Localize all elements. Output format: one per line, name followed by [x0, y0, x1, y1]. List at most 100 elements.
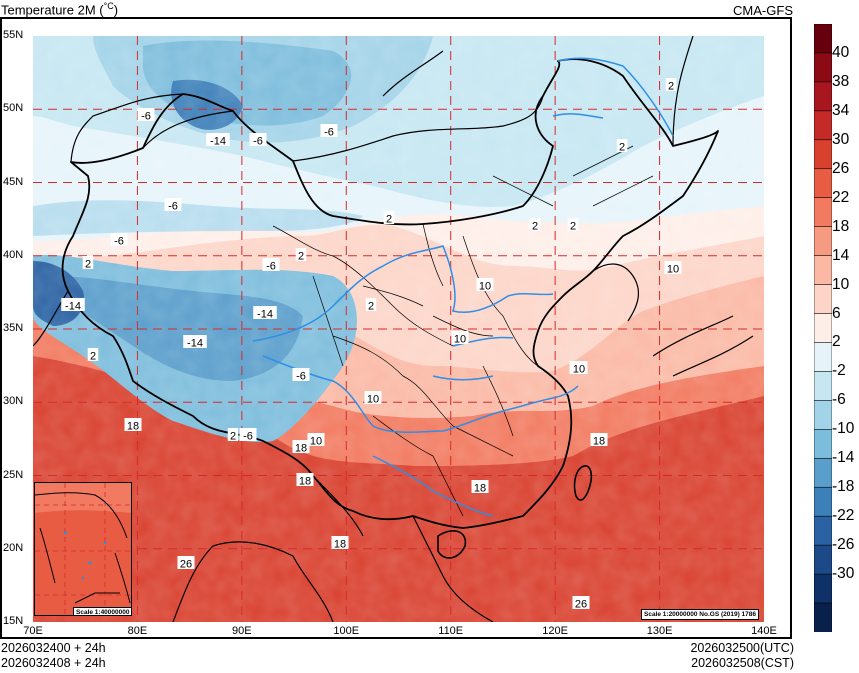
contour-label: 10 — [570, 361, 588, 376]
contour-label-text: -14 — [187, 338, 203, 350]
contour-label-bg — [529, 218, 541, 231]
contour-label-bg — [82, 256, 94, 269]
lat-label: 50N — [3, 102, 24, 115]
colorbar-swatch — [814, 573, 832, 604]
contour-label: 2 — [295, 248, 307, 263]
contour-label: -6 — [249, 133, 267, 148]
colorbar-tick-label: 14 — [832, 246, 850, 264]
contour-label-text: 26 — [575, 599, 587, 611]
yangtze-river — [262, 355, 579, 433]
contour-label-bg — [61, 298, 85, 311]
colorbar-swatch — [814, 486, 832, 517]
contour-label-bg — [177, 556, 195, 569]
russia-border — [70, 36, 694, 163]
colorbar-swatch — [814, 544, 832, 575]
contour-label: 10 — [307, 433, 325, 448]
contour-label: 2 — [616, 139, 628, 154]
rivers — [252, 57, 674, 517]
inset-map — [35, 483, 131, 615]
contour-label-text: 2 — [570, 221, 576, 233]
borders — [33, 36, 754, 622]
contour-label-text: 10 — [573, 364, 585, 376]
lon-label: 110E — [438, 625, 464, 637]
mongolia-border — [142, 95, 544, 162]
chart-title: Temperature 2M (°C) — [1, 1, 119, 18]
colorbar-swatch — [814, 515, 832, 546]
colorbar-swatch — [814, 429, 832, 460]
contour-label-bg — [616, 139, 628, 152]
contour-label: -6 — [320, 124, 338, 139]
init-time-utc: 2026032400 + 24h — [1, 641, 106, 655]
contour-label-text: 2 — [230, 431, 236, 443]
contour-label-text: 2 — [386, 214, 392, 226]
contour-label: 2 — [665, 78, 677, 93]
contour-label: -14 — [61, 298, 85, 313]
contour-label-text: 10 — [479, 281, 491, 293]
contour-label-text: 26 — [180, 559, 192, 571]
colorbar-tick-label: 40 — [832, 43, 850, 61]
inset-field-north — [35, 483, 131, 513]
contour-label-text: -6 — [266, 261, 276, 273]
south-china-sea-inset: Scale 1:40000000 — [34, 482, 132, 616]
contour-label-text: -6 — [168, 201, 178, 213]
lon-label: 100E — [333, 625, 360, 637]
contour-label-bg — [590, 433, 608, 446]
contour-label: -6 — [110, 233, 128, 248]
contour-label: -6 — [137, 108, 155, 123]
colorbar-swatch — [814, 602, 832, 632]
init-time-cst: 2026032408 + 24h — [1, 656, 106, 670]
contour-label: 2 — [82, 256, 94, 271]
contour-label-text: 10 — [310, 436, 322, 448]
colorbar-tick-label: 10 — [832, 275, 850, 293]
amur-river — [552, 57, 674, 137]
contour-label-bg — [307, 433, 325, 446]
contour-label-bg — [295, 248, 307, 261]
contour-label-bg — [365, 298, 377, 311]
contour-label-bg — [572, 596, 590, 609]
inset-coast — [35, 492, 131, 604]
valid-time-utc: 2026032500(UTC) — [690, 641, 794, 655]
lat-label: 25N — [3, 468, 24, 481]
colorbar-tick-label: -30 — [832, 565, 855, 583]
colorbar-swatch — [814, 371, 832, 402]
contour-label-bg — [476, 278, 494, 291]
lat-label: 35N — [3, 322, 24, 334]
contour-label: 2 — [567, 218, 579, 233]
colorbar-tick-label: -18 — [832, 478, 855, 496]
contour-label: 10 — [364, 391, 382, 406]
contour-label-bg — [137, 108, 155, 121]
china-border — [61, 58, 719, 529]
lat-label: 15N — [3, 615, 24, 627]
contour-label-bg — [164, 198, 182, 211]
contour-label-bg — [183, 335, 207, 348]
lon-label: 120E — [542, 625, 568, 637]
contour-label: 18 — [296, 473, 314, 488]
contour-label-text: 18 — [593, 436, 605, 448]
colorbar-tick-label: 38 — [832, 72, 850, 90]
contour-label-text: 2 — [668, 81, 674, 93]
contour-label-text: -6 — [141, 111, 151, 123]
contour-label-text: 18 — [334, 539, 346, 551]
contour-label-bg — [292, 368, 310, 381]
contour-label-text: -6 — [253, 136, 263, 148]
colorbar-swatch — [814, 342, 832, 373]
contour-label-bg — [262, 258, 280, 271]
colorbar-tick-label: 26 — [832, 159, 850, 177]
contour-label-text: 18 — [127, 421, 139, 433]
contour-label-bg — [253, 306, 277, 319]
colorbar-swatch — [814, 24, 832, 54]
contour-label-bg — [227, 428, 239, 441]
inset-islands — [63, 531, 107, 580]
pearl-river — [372, 455, 494, 517]
inset-graticule — [35, 483, 131, 615]
model-name: CMA-GFS — [733, 3, 793, 18]
contour-label-text: -6 — [296, 371, 306, 383]
title-unit: °C — [103, 1, 114, 11]
colorbar-swatch — [814, 400, 832, 431]
hainan — [437, 530, 467, 559]
lon-label: 80E — [127, 625, 148, 637]
contour-label-bg — [296, 473, 314, 486]
contour-label-bg — [320, 124, 338, 137]
contour-label: -6 — [239, 428, 257, 443]
colorbar-tick-label: 30 — [832, 130, 850, 148]
